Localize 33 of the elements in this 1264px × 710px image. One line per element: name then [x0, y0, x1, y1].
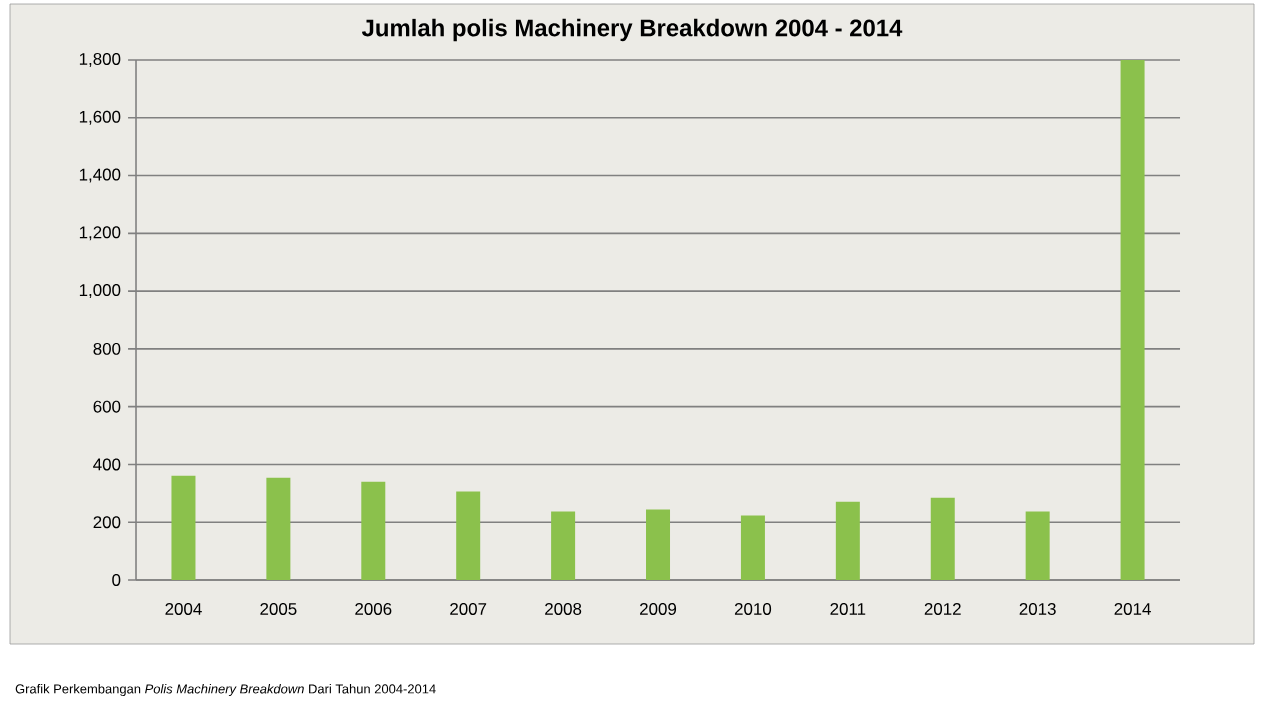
x-tick-label: 2004	[165, 602, 202, 615]
y-tick-label: 200	[93, 516, 121, 529]
y-tick-label: 0	[112, 574, 121, 586]
y-tick-label: 400	[93, 458, 121, 471]
bar	[1025, 511, 1050, 580]
bar	[361, 481, 386, 580]
bar	[646, 509, 671, 580]
y-tick-label: 1,400	[79, 168, 121, 183]
bar	[835, 501, 860, 580]
y-tick-label: 800	[93, 342, 121, 355]
chart-title: Jumlah polis Machinery Breakdown 2004 - 2014	[361, 18, 903, 42]
x-tick-label: 2006	[355, 602, 392, 615]
bar	[930, 497, 955, 580]
x-tick-label: 2005	[260, 602, 297, 615]
bar	[456, 491, 481, 580]
x-tick-label: 2007	[450, 602, 487, 615]
bar	[740, 515, 765, 580]
x-tick-label: 2009	[640, 602, 677, 615]
x-tick-label: 2014	[1114, 602, 1151, 615]
x-tick-label: 2012	[924, 602, 961, 615]
y-tick-label: 600	[93, 400, 121, 413]
y-tick-label: 1,200	[79, 226, 121, 241]
x-tick-label: 2011	[830, 602, 866, 615]
x-tick-label: 2008	[545, 602, 582, 615]
bar	[266, 477, 291, 580]
bar	[171, 475, 196, 580]
bar	[1120, 59, 1145, 580]
x-tick-label: 2010	[734, 602, 772, 615]
bar	[551, 511, 576, 580]
y-tick-label: 1,800	[79, 53, 121, 67]
x-tick-label: 2013	[1019, 602, 1056, 615]
y-tick-label: 1,000	[79, 284, 121, 299]
y-tick-label: 1,600	[79, 110, 121, 125]
